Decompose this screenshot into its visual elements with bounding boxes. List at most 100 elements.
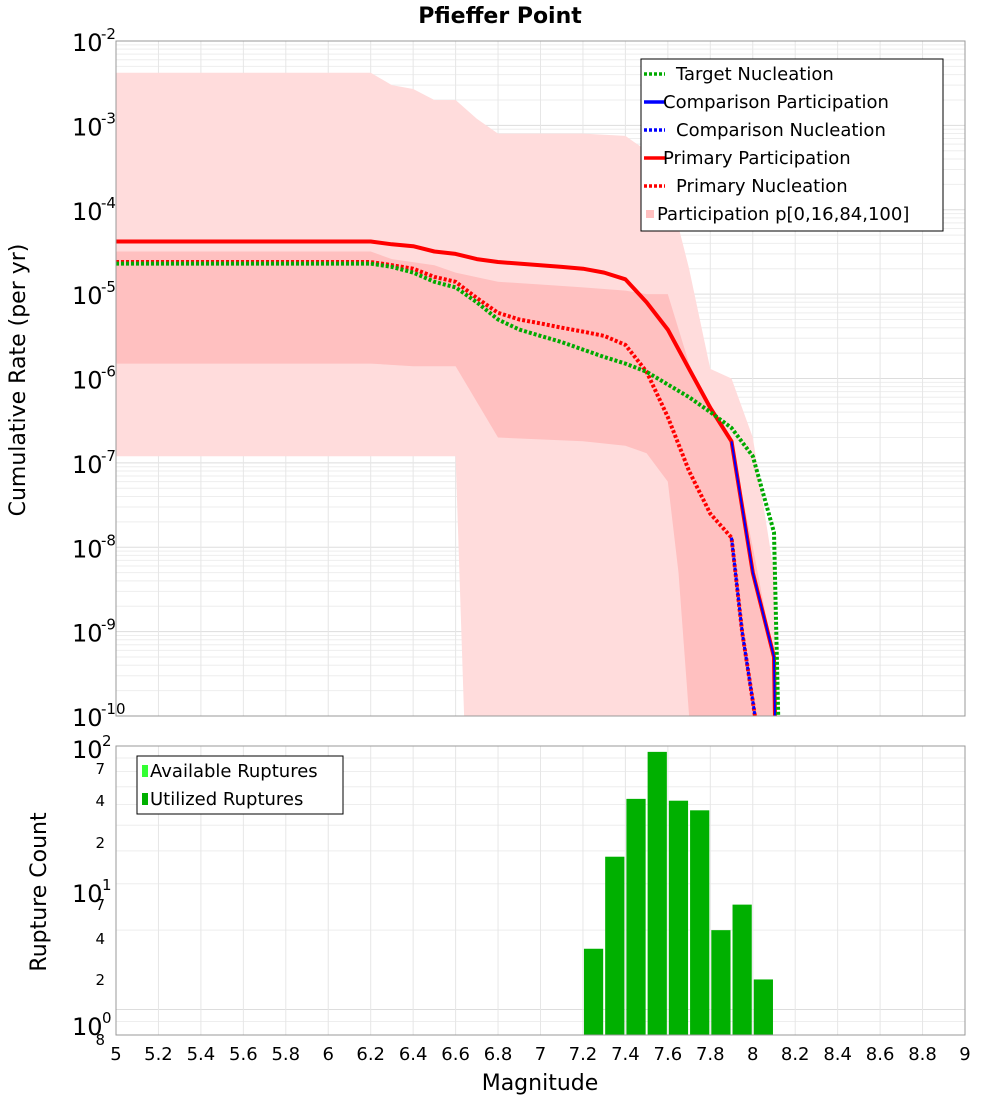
rate-lines <box>116 239 781 717</box>
rate-y-tick-exp: -10 <box>101 700 126 718</box>
rate-y-tick-base: 10 <box>72 620 103 648</box>
x-tick-label: 5.8 <box>271 1044 300 1065</box>
count-y-tick-base: 10 <box>72 1013 103 1041</box>
rate-y-tick-base: 10 <box>72 535 103 563</box>
rate-y-tick-exp: -6 <box>101 363 116 381</box>
rate-y-tick-exp: -5 <box>101 278 116 296</box>
rate-plot-frame <box>115 40 966 717</box>
rate-y-tick-base: 10 <box>72 367 103 395</box>
count-legend: Available Ruptures Utilized Ruptures <box>136 755 344 815</box>
x-tick-label: 5.6 <box>229 1044 258 1065</box>
series-target-nucleation <box>116 261 781 717</box>
rate-y-tick: 10-7 <box>72 447 116 479</box>
legend-label: Utilized Ruptures <box>150 789 303 810</box>
x-tick-label: 8.6 <box>866 1044 895 1065</box>
count-y-minor-tick: 7 <box>95 760 105 778</box>
rate-y-tick: 10-2 <box>72 25 116 57</box>
rate-y-tick: 10-3 <box>72 109 116 141</box>
legend-item-available-ruptures: Available Ruptures <box>142 761 318 782</box>
legend-swatch <box>142 765 148 777</box>
count-y-tick-base: 10 <box>72 880 103 908</box>
series-primary-participation <box>116 239 777 717</box>
x-tick-label: 8 <box>747 1044 758 1065</box>
count-legend-box <box>136 755 344 815</box>
rate-y-tick-base: 10 <box>72 113 103 141</box>
legend-label: Target Nucleation <box>675 64 834 85</box>
x-tick-label: 6.6 <box>441 1044 470 1065</box>
bar-utilized-ruptures <box>753 979 773 1035</box>
legend-label: Primary Nucleation <box>676 176 848 197</box>
count-y-minor-tick: 2 <box>95 834 105 852</box>
count-y-major-tick: 10 1 <box>72 876 112 908</box>
rate-percentile-bands <box>116 72 777 717</box>
x-tick-label: 8.2 <box>781 1044 810 1065</box>
rate-y-tick: 10-5 <box>72 278 116 310</box>
band-p16-p84 <box>116 251 777 716</box>
count-x-ticks: 5 5.2 5.4 5.6 5.8 6 6.2 6.4 6.6 6.8 7 7.2 7.4 7.6 7.8 8… <box>110 1044 970 1065</box>
bar-utilized-ruptures <box>668 800 689 1035</box>
rate-y-tick: 10-8 <box>72 531 116 563</box>
x-tick-label: 6.4 <box>399 1044 428 1065</box>
bar-utilized-ruptures <box>626 798 646 1035</box>
rate-legend-box <box>640 58 944 232</box>
count-y-axis-title: Rupture Count <box>27 812 52 972</box>
legend-item-primary-nucleation: Primary Nucleation <box>644 176 848 197</box>
count-plot-frame <box>115 745 966 1036</box>
series-comparison-nucleation <box>730 537 757 717</box>
x-tick-label: 8.8 <box>908 1044 937 1065</box>
rate-y-tick-base: 10 <box>72 198 103 226</box>
legend-item-utilized-ruptures: Utilized Ruptures <box>142 789 303 810</box>
bar-utilized-ruptures <box>732 904 752 1035</box>
x-tick-label: 6 <box>323 1044 334 1065</box>
x-tick-label: 5.2 <box>144 1044 173 1065</box>
legend-item-comparison-nucleation: Comparison Nucleation <box>644 120 886 141</box>
count-y-tick-exp: 1 <box>102 876 112 894</box>
rate-y-tick-exp: -7 <box>101 447 116 465</box>
rate-y-tick-base: 10 <box>72 29 103 57</box>
rate-y-tick: 10-10 <box>72 700 126 732</box>
bar-utilized-ruptures <box>605 856 625 1035</box>
rate-y-tick: 10-9 <box>72 616 116 648</box>
count-y-minor-tick: 4 <box>95 792 105 810</box>
chart-title: Pfieffer Point <box>418 4 582 29</box>
rate-y-tick-exp: -8 <box>101 531 116 549</box>
bar-utilized-ruptures <box>690 810 710 1035</box>
x-tick-label: 7.4 <box>611 1044 640 1065</box>
legend-swatch <box>646 210 654 218</box>
count-y-minor-tick: 8 <box>95 1031 105 1049</box>
x-tick-label: 8.4 <box>823 1044 852 1065</box>
x-tick-label: 5 <box>110 1044 121 1065</box>
x-tick-label: 7.8 <box>696 1044 725 1065</box>
x-tick-label: 9 <box>959 1044 970 1065</box>
count-y-major-tick: 10 0 <box>72 1009 112 1041</box>
count-y-minor-tick: 7 <box>95 896 105 914</box>
count-y-minor-tick: 2 <box>95 971 105 989</box>
band-p0-p100 <box>116 72 777 717</box>
legend-swatch <box>142 793 148 805</box>
rate-y-tick-exp: -9 <box>101 616 116 634</box>
legend-item-participation-p-0-16-84-100: Participation p[0,16,84,100] <box>646 204 909 225</box>
series-comparison-participation <box>730 441 776 717</box>
rate-y-tick-exp: -2 <box>101 25 116 43</box>
count-y-tick-base: 10 <box>72 736 103 764</box>
rate-y-tick-base: 10 <box>72 704 103 732</box>
rate-y-tick-exp: -3 <box>101 109 116 127</box>
count-y-minor-tick: 4 <box>95 930 105 948</box>
rate-y-tick: 10-6 <box>72 363 116 395</box>
legend-item-comparison-participation: Comparison Participation <box>644 92 889 113</box>
count-y-tick-exp: 2 <box>102 732 112 750</box>
legend-label: Comparison Participation <box>663 92 889 113</box>
rate-y-tick: 10-4 <box>72 194 116 226</box>
bar-utilized-ruptures <box>647 751 667 1035</box>
x-tick-label: 7.2 <box>569 1044 598 1065</box>
count-bars <box>583 751 773 1035</box>
x-axis-title: Magnitude <box>482 1071 599 1096</box>
rate-y-tick-base: 10 <box>72 451 103 479</box>
bar-utilized-ruptures <box>711 930 731 1035</box>
legend-label: Available Ruptures <box>150 761 318 782</box>
legend-item-target-nucleation: Target Nucleation <box>644 64 834 85</box>
rate-y-ticks: 10-210-310-410-510-610-710-810-910-10 <box>72 25 126 732</box>
x-tick-label: 5.4 <box>187 1044 216 1065</box>
